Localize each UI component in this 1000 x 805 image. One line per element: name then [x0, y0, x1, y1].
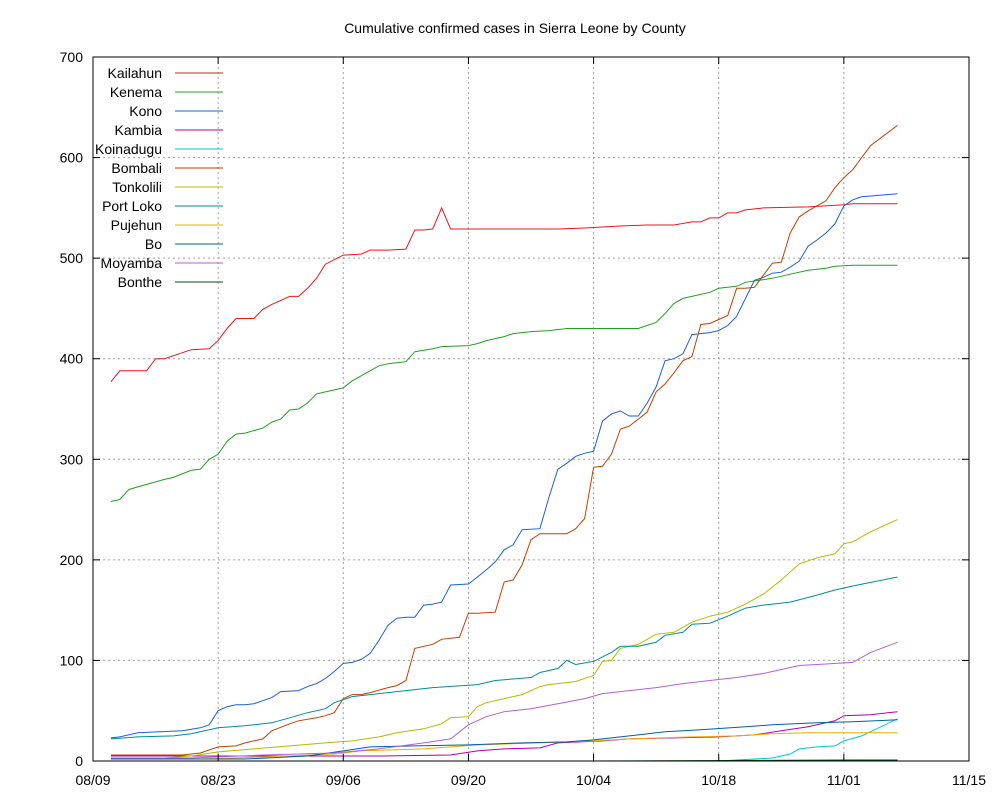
x-tick-label: 11/15: [952, 772, 986, 788]
y-tick-label: 0: [75, 753, 83, 769]
series-lines: [110, 125, 898, 762]
grid: [93, 57, 969, 761]
y-tick-label: 300: [60, 451, 84, 467]
series-line-kailahun: [110, 203, 898, 383]
x-tick-label: 10/18: [701, 772, 736, 788]
legend-label: Bonthe: [118, 274, 163, 290]
legend-label: Tonkolili: [112, 179, 162, 195]
legend: Kailahun Kenema Kono Kambia Koinadugu Bombali…: [95, 65, 223, 290]
chart-title: Cumulative confirmed cases in Sierra Leo…: [344, 20, 686, 36]
x-tick-label: 09/06: [326, 772, 361, 788]
legend-label: Kenema: [110, 84, 162, 100]
y-tick-label: 200: [60, 552, 84, 568]
series-line-koinadugu: [110, 718, 898, 762]
series-line-moyamba: [110, 641, 898, 759]
series-line-tonkolili: [110, 519, 898, 760]
series-line-bo: [110, 719, 898, 760]
series-line-bombali: [110, 125, 898, 756]
series-line-port-loko: [110, 576, 898, 740]
y-axis: 0 100 200 300 400 500 600 700: [60, 49, 969, 769]
legend-label: Port Loko: [102, 198, 162, 214]
y-tick-label: 500: [60, 250, 84, 266]
legend-label: Bo: [145, 236, 162, 252]
legend-label: Kono: [129, 103, 162, 119]
y-tick-label: 700: [60, 49, 84, 65]
legend-label: Pujehun: [111, 217, 162, 233]
y-tick-label: 600: [60, 150, 84, 166]
legend-label: Kambia: [115, 122, 163, 138]
series-line-kono: [110, 193, 898, 739]
legend-label: Kailahun: [108, 65, 163, 81]
series-line-kenema: [110, 264, 898, 502]
plot-frame: [92, 56, 970, 762]
x-tick-label: 11/01: [827, 772, 861, 788]
legend-label: Moyamba: [101, 255, 163, 271]
y-tick-label: 400: [60, 351, 84, 367]
x-tick-label: 10/04: [576, 772, 611, 788]
legend-label: Koinadugu: [95, 141, 162, 157]
x-tick-label: 08/23: [201, 772, 236, 788]
x-tick-label: 08/09: [75, 772, 110, 788]
x-tick-label: 09/20: [451, 772, 486, 788]
y-tick-label: 100: [60, 652, 84, 668]
x-axis: 08/09 08/23 09/06 09/20 10/04 10/18 11/01 11/15: [75, 57, 986, 788]
legend-label: Bombali: [111, 160, 162, 176]
